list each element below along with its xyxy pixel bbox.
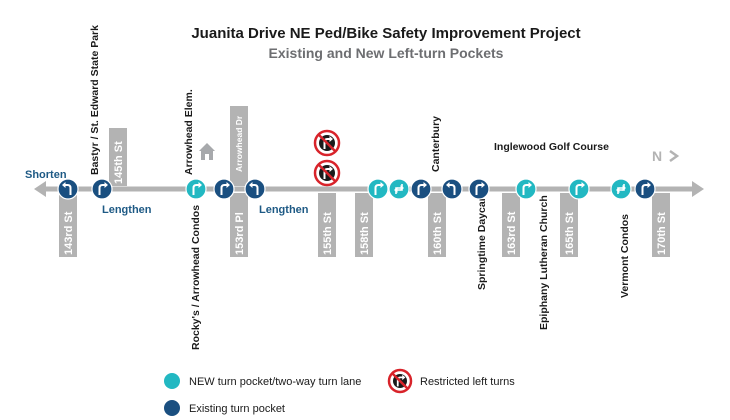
existing-turn-pocket [410,178,432,200]
label-canterbury: Canterbury [430,116,442,172]
legend-new-item: NEW turn pocket/two-way turn lane [164,373,361,389]
street-145th: 145th St [109,128,127,186]
street-label: 155th St [322,212,334,255]
north-indicator: N [652,148,680,164]
street-158th: 158th St [355,193,373,257]
legend-existing-item: Existing turn pocket [164,400,285,416]
new-two-way-turn-lane [610,178,632,200]
street-label: 160th St [432,212,444,255]
street-label: 158th St [359,212,371,255]
street-170th: 170th St [652,193,670,257]
label-springtime: Springtime Daycare [476,191,488,290]
street-label: 170th St [656,212,668,255]
street-label: 165th St [564,212,576,255]
street-label: 163rd St [506,211,518,255]
annotation-lengthen: Lengthen [102,204,152,216]
label-vermont: Vermont Condos [619,214,631,298]
legend-existing-swatch [164,400,180,416]
label-bastyr: Bastyr / St. Edward State Park [89,25,101,175]
north-label: N [652,148,662,164]
street-label: 153rd Pl [234,212,246,255]
legend: NEW turn pocket/two-way turn lane Existi… [164,368,515,416]
new-turn-pocket [515,178,537,200]
street-label: 143rd St [63,211,75,255]
street-165th: 165th St [560,193,578,257]
existing-turn-pocket [244,178,266,200]
new-turn-pocket [185,178,207,200]
street-153rd: 153rd Pl [230,193,248,257]
existing-turn-pocket [57,178,79,200]
street-143rd: 143rd St [59,193,77,257]
street-label: Arrowhead Dr [234,115,244,172]
north-arrow-icon [669,149,680,163]
new-turn-pocket [568,178,590,200]
legend-new-label: NEW turn pocket/two-way turn lane [189,376,361,388]
street-arrowhead-dr: Arrowhead Dr [230,106,248,186]
legend-new-swatch [164,373,180,389]
legend-existing-label: Existing turn pocket [189,403,285,415]
legend-restricted-label: Restricted left turns [420,376,515,388]
street-label: 145th St [113,141,125,184]
existing-turn-pocket [634,178,656,200]
annotation-lengthen: Lengthen [259,204,309,216]
street-163rd: 163rd St [502,193,520,257]
new-two-way-turn-lane [388,178,410,200]
school-icon [199,143,215,160]
label-inglewood: Inglewood Golf Course [494,141,609,153]
label-rockys: Rocky's / Arrowhead Condos [190,205,202,350]
existing-turn-pocket [213,178,235,200]
legend-restricted-item: Restricted left turns [387,368,515,394]
street-155th: 155th St [318,193,336,257]
label-epiphany: Epiphany Lutheran Church [538,195,550,330]
label-arrowhead-elem: Arrowhead Elem. [183,89,195,175]
restricted-left-turn-icon [313,159,341,187]
restricted-left-turn-icon [313,129,341,157]
new-turn-pocket [367,178,389,200]
legend-restricted-icon [387,368,413,394]
page-title: Juanita Drive NE Ped/Bike Safety Improve… [191,25,580,42]
existing-turn-pocket [91,178,113,200]
page-subtitle: Existing and New Left-turn Pockets [269,45,504,61]
existing-turn-pocket [468,178,490,200]
annotation-shorten: Shorten [25,169,67,181]
existing-turn-pocket [441,178,463,200]
street-160th: 160th St [428,193,446,257]
